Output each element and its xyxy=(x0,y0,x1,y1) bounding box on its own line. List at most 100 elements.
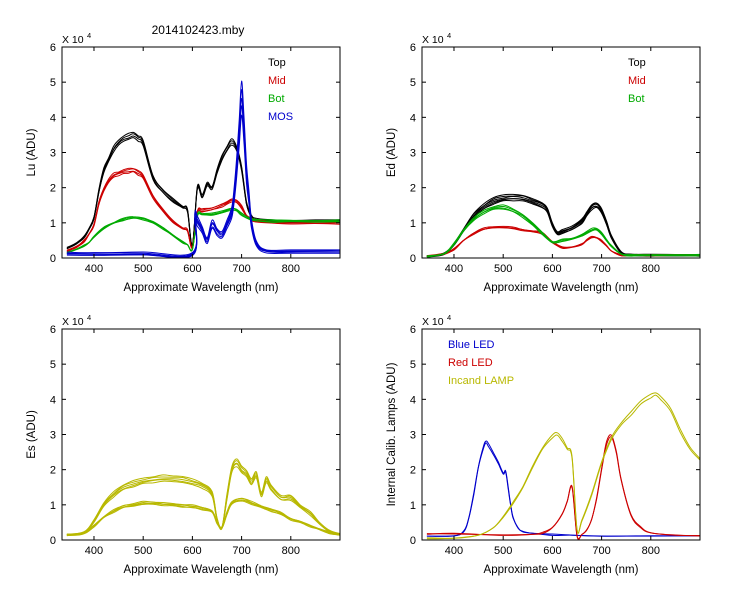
series-group xyxy=(66,80,340,258)
series-line-es-high xyxy=(66,458,340,535)
legend-entry-red-led: Red LED xyxy=(448,357,493,369)
y-tick-label: 2 xyxy=(410,183,416,195)
series-line-mid xyxy=(66,167,340,252)
y-tick-label: 1 xyxy=(410,218,416,230)
y-tick-label: 2 xyxy=(410,465,416,477)
x-tick-label: 400 xyxy=(85,545,103,557)
x-tick-label: 700 xyxy=(592,263,610,275)
x-tick-label: 500 xyxy=(134,263,152,275)
y-axis-label: Lu (ADU) xyxy=(26,128,38,176)
x-tick-label: 800 xyxy=(642,545,660,557)
axes-frame xyxy=(421,46,701,259)
series-group xyxy=(426,193,700,258)
y-tick-label: 6 xyxy=(410,42,416,54)
y-tick-label: 6 xyxy=(50,324,56,336)
x-tick-label: 500 xyxy=(494,545,512,557)
y-tick-label: 5 xyxy=(410,359,416,371)
y-tick-label: 2 xyxy=(50,183,56,195)
series-line-incand-lamp xyxy=(426,392,700,539)
series-line-es-low xyxy=(66,497,340,536)
x-axis-label: Approximate Wavelength (nm) xyxy=(484,282,639,294)
y-tick-label: 2 xyxy=(50,465,56,477)
series-group xyxy=(66,458,340,537)
x-tick-label: 800 xyxy=(282,545,300,557)
x-tick-label: 400 xyxy=(85,263,103,275)
y-tick-label: 1 xyxy=(50,500,56,512)
series-line-bot xyxy=(426,204,700,257)
y-tick-label: 3 xyxy=(50,148,56,160)
y-axis-label: Ed (ADU) xyxy=(386,128,398,177)
x-tick-label: 400 xyxy=(445,263,463,275)
x-tick-label: 700 xyxy=(592,545,610,557)
legend-entry-mos: MOS xyxy=(268,111,293,123)
series-line-mos xyxy=(66,97,340,258)
series-line-top xyxy=(66,131,340,248)
y-tick-label: 1 xyxy=(410,500,416,512)
series-line-red-led xyxy=(426,436,700,540)
figure-title: 2014102423.mby xyxy=(152,23,245,37)
x-tick-label: 500 xyxy=(494,263,512,275)
y-tick-label: 3 xyxy=(50,430,56,442)
x-tick-label: 800 xyxy=(282,263,300,275)
series-line-mid xyxy=(426,225,700,257)
y-tick-label: 0 xyxy=(410,253,416,265)
x-axis-label: Approximate Wavelength (nm) xyxy=(124,564,279,576)
y-tick-label: 4 xyxy=(410,394,416,406)
y-exponent-power: 4 xyxy=(87,313,91,322)
series-line-top xyxy=(426,193,700,257)
series-group xyxy=(426,392,700,540)
y-exponent-label: X 10 xyxy=(62,316,84,328)
x-tick-label: 600 xyxy=(543,545,561,557)
legend-entry-top: Top xyxy=(268,57,286,69)
legend-entry-bot: Bot xyxy=(268,93,285,105)
y-tick-label: 4 xyxy=(50,394,56,406)
legend-entry-bot: Bot xyxy=(628,93,645,105)
y-tick-label: 0 xyxy=(50,535,56,547)
y-exponent-label: X 10 xyxy=(422,316,444,328)
y-exponent-power: 4 xyxy=(87,31,91,40)
y-exponent-label: X 10 xyxy=(422,34,444,46)
y-axis-label: Internal Calib. Lamps (ADU) xyxy=(386,362,398,506)
x-tick-label: 500 xyxy=(134,545,152,557)
y-tick-label: 6 xyxy=(50,42,56,54)
x-tick-label: 600 xyxy=(183,545,201,557)
legend-entry-mid: Mid xyxy=(628,75,646,87)
legend-entry-mid: Mid xyxy=(268,75,286,87)
x-tick-label: 600 xyxy=(543,263,561,275)
series-line-mos xyxy=(66,80,340,256)
x-axis-label: Approximate Wavelength (nm) xyxy=(124,282,279,294)
series-line-red-led xyxy=(426,434,700,540)
legend-entry-incand-lamp: Incand LAMP xyxy=(448,375,514,387)
x-tick-label: 800 xyxy=(642,263,660,275)
series-line-blue-led xyxy=(426,440,700,537)
y-exponent-power: 4 xyxy=(447,313,451,322)
y-tick-label: 5 xyxy=(410,77,416,89)
x-tick-label: 700 xyxy=(232,545,250,557)
y-tick-label: 4 xyxy=(50,112,56,124)
y-tick-label: 1 xyxy=(50,218,56,230)
x-tick-label: 700 xyxy=(232,263,250,275)
y-tick-label: 5 xyxy=(50,77,56,89)
series-line-incand-lamp xyxy=(426,394,700,540)
y-tick-label: 6 xyxy=(410,324,416,336)
series-line-bot xyxy=(66,207,340,254)
y-tick-label: 0 xyxy=(410,535,416,547)
y-tick-label: 5 xyxy=(50,359,56,371)
x-tick-label: 600 xyxy=(183,263,201,275)
x-tick-label: 400 xyxy=(445,545,463,557)
y-exponent-power: 4 xyxy=(447,31,451,40)
x-axis-label: Approximate Wavelength (nm) xyxy=(484,564,639,576)
series-line-mid xyxy=(66,170,340,252)
legend-entry-top: Top xyxy=(628,57,646,69)
y-tick-label: 0 xyxy=(50,253,56,265)
y-axis-label: Es (ADU) xyxy=(26,410,38,459)
legend-entry-blue-led: Blue LED xyxy=(448,339,495,351)
y-tick-label: 3 xyxy=(410,148,416,160)
series-line-mos xyxy=(66,114,340,258)
